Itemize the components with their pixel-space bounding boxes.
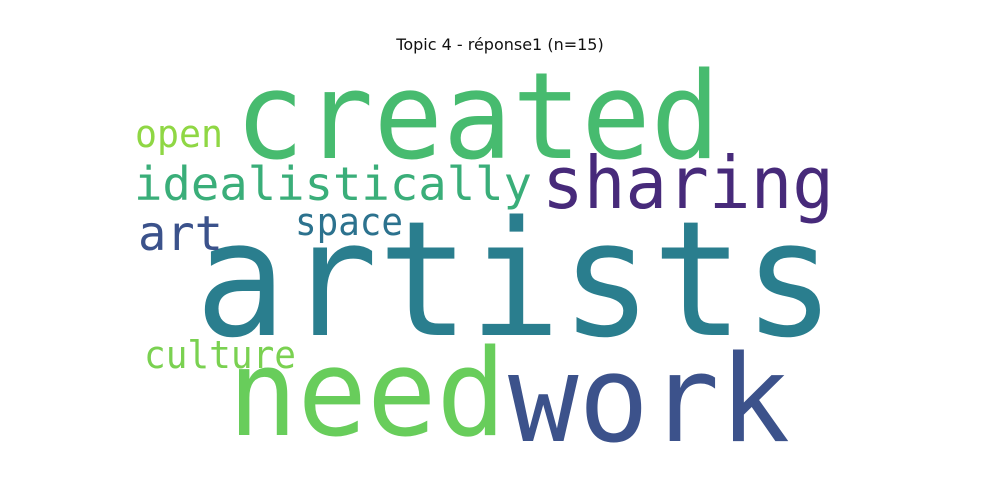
word-work: work	[508, 331, 790, 458]
word-culture: culture	[144, 333, 296, 377]
word-need: need	[228, 325, 506, 458]
word-idealistically: idealistically	[134, 157, 532, 211]
word-space: space	[295, 200, 403, 244]
word-artists: artists	[195, 186, 835, 373]
word-art: art	[138, 206, 223, 262]
word-created: created	[235, 63, 720, 187]
word-open: open	[135, 112, 223, 156]
word-sharing: sharing	[542, 141, 834, 225]
word-cloud: artists created need work sharing ideali…	[130, 63, 840, 458]
figure-title: Topic 4 - réponse1 (n=15)	[396, 35, 604, 54]
